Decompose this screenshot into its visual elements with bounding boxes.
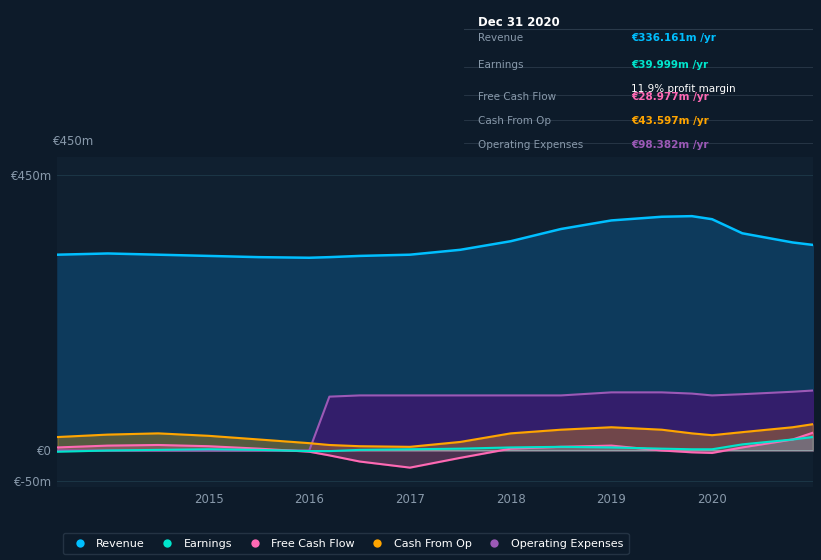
Text: €98.382m /yr: €98.382m /yr <box>631 139 709 150</box>
Text: €39.999m /yr: €39.999m /yr <box>631 59 709 69</box>
Text: Earnings: Earnings <box>478 59 523 69</box>
Text: Operating Expenses: Operating Expenses <box>478 139 583 150</box>
Text: Dec 31 2020: Dec 31 2020 <box>478 16 560 29</box>
Legend: Revenue, Earnings, Free Cash Flow, Cash From Op, Operating Expenses: Revenue, Earnings, Free Cash Flow, Cash … <box>63 533 629 554</box>
Text: €450m: €450m <box>53 136 94 148</box>
Text: Free Cash Flow: Free Cash Flow <box>478 92 556 102</box>
Text: Revenue: Revenue <box>478 34 523 43</box>
Text: €28.977m /yr: €28.977m /yr <box>631 92 709 102</box>
Text: €336.161m /yr: €336.161m /yr <box>631 34 716 43</box>
Text: 11.9% profit margin: 11.9% profit margin <box>631 84 736 94</box>
Text: Cash From Op: Cash From Op <box>478 116 551 127</box>
Text: €43.597m /yr: €43.597m /yr <box>631 116 709 127</box>
